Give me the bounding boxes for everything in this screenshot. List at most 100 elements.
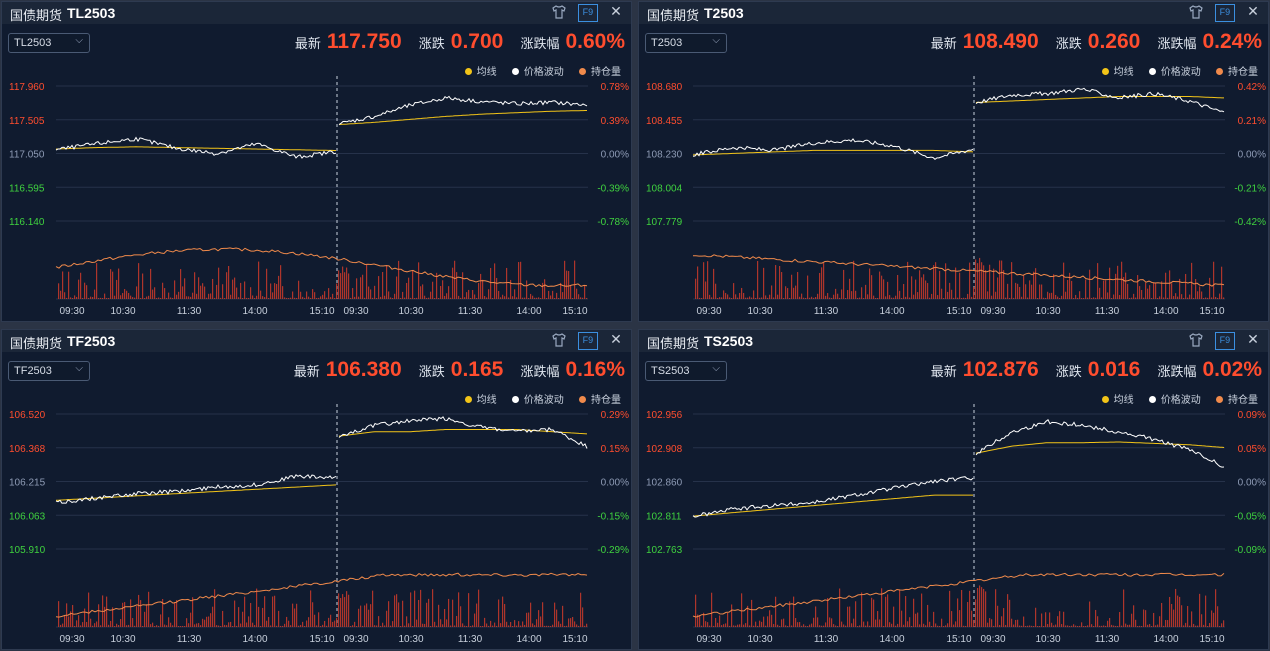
volume-bar	[350, 626, 352, 627]
volume-bar	[142, 625, 144, 627]
x-tick-label: 14:00	[1153, 634, 1178, 645]
volume-bar	[1023, 275, 1025, 299]
f9-icon[interactable]: F9	[577, 332, 598, 350]
volume-bar	[330, 614, 332, 627]
volume-bar	[146, 604, 148, 627]
volume-bar	[793, 287, 795, 299]
volume-bar	[222, 610, 224, 627]
volume-bar	[196, 293, 198, 299]
volume-bar	[258, 261, 260, 299]
f9-icon[interactable]: F9	[1214, 332, 1235, 350]
volume-bar	[807, 625, 809, 627]
intraday-chart[interactable]: 106.520 0.29% 106.368 0.15% 106.215 0.00% 106.…	[2, 404, 631, 649]
volume-bar	[184, 278, 186, 299]
intraday-chart[interactable]: 108.680 0.42% 108.455 0.21% 108.230 0.00% 108.…	[639, 76, 1268, 321]
volume-bar	[578, 625, 580, 627]
shirt-icon[interactable]	[1188, 4, 1204, 20]
shirt-icon[interactable]	[551, 4, 567, 20]
volume-bar	[817, 617, 819, 627]
volume-bar	[280, 625, 282, 627]
volume-bar	[713, 268, 715, 299]
category-label: 国债期货	[647, 9, 700, 24]
legend-label: 价格波动	[1160, 395, 1201, 406]
volume-bar	[819, 625, 821, 627]
volume-bar	[1173, 609, 1175, 627]
volume-bar	[719, 615, 721, 627]
legend-label: 价格波动	[523, 395, 564, 406]
volume-bar	[158, 297, 160, 299]
volume-bar	[925, 625, 927, 627]
f9-icon[interactable]: F9	[1214, 4, 1235, 22]
intraday-chart[interactable]: 117.960 0.78% 117.505 0.39% 117.050 0.00% 116.…	[2, 76, 631, 321]
volume-bar	[1113, 294, 1115, 299]
chart-legend: 均线 价格波动 持仓量	[453, 391, 621, 406]
volume-bar	[76, 620, 78, 627]
volume-bar	[460, 606, 462, 627]
volume-bar	[1169, 270, 1171, 299]
volume-bar	[396, 594, 398, 627]
f9-icon[interactable]: F9	[577, 4, 598, 22]
volume-bar	[582, 297, 584, 299]
volume-bar	[354, 296, 356, 299]
volume-bar	[562, 605, 564, 627]
volume-bar	[1079, 291, 1081, 299]
volume-bar	[901, 297, 903, 299]
volume-bar	[1019, 286, 1021, 299]
volume-bar	[1191, 262, 1193, 299]
x-tick-label: 15:10	[562, 634, 587, 645]
volume-bar	[66, 297, 68, 299]
volume-bar	[823, 625, 825, 627]
volume-bar	[306, 620, 308, 627]
volume-bar	[923, 274, 925, 299]
volume-bar	[841, 289, 843, 299]
change-value: 0.260	[1087, 30, 1141, 53]
legend-label: 持仓量	[591, 67, 621, 78]
volume-bar	[1127, 624, 1129, 627]
volume-bar	[64, 615, 66, 627]
volume-bar	[863, 297, 865, 299]
volume-bar	[985, 591, 987, 627]
volume-bar	[350, 297, 352, 299]
volume-bar	[1053, 274, 1055, 299]
close-icon[interactable]: ✕	[610, 332, 622, 348]
volume-bar	[94, 289, 96, 299]
x-tick-label: 09:30	[696, 634, 721, 645]
volume-bar	[1139, 286, 1141, 299]
volume-bar	[1147, 624, 1149, 627]
volume-bar	[226, 272, 228, 299]
volume-bar	[316, 297, 318, 299]
volume-bar	[278, 275, 280, 299]
symbol-select[interactable]: TL2503 ⌵	[8, 33, 90, 53]
shirt-icon[interactable]	[1188, 332, 1204, 348]
volume-bar	[180, 625, 182, 627]
close-icon[interactable]: ✕	[1247, 4, 1259, 20]
volume-bar	[1213, 261, 1215, 299]
y-tick-price: 108.230	[646, 150, 683, 161]
volume-bar	[837, 625, 839, 627]
volume-bar	[542, 602, 544, 627]
volume-bar	[332, 621, 334, 627]
volume-bar	[1189, 625, 1191, 627]
volume-bar	[236, 625, 238, 627]
y-tick-price: 106.215	[9, 478, 46, 489]
open-interest-line	[55, 572, 588, 618]
volume-bar	[741, 593, 743, 627]
volume-bar	[809, 297, 811, 299]
volume-bar	[538, 610, 540, 627]
volume-bar	[532, 623, 534, 627]
volume-bar	[835, 288, 837, 299]
close-icon[interactable]: ✕	[610, 4, 622, 20]
volume-bar	[510, 279, 512, 299]
symbol-select[interactable]: T2503 ⌵	[645, 33, 727, 53]
shirt-icon[interactable]	[551, 332, 567, 348]
volume-bar	[214, 589, 216, 627]
volume-bar	[853, 260, 855, 299]
symbol-select[interactable]: TF2503 ⌵	[8, 361, 90, 381]
intraday-chart[interactable]: 102.956 0.09% 102.908 0.05% 102.860 0.00% 102.…	[639, 404, 1268, 649]
volume-bar	[62, 271, 64, 299]
volume-bar	[895, 295, 897, 299]
volume-bar	[524, 297, 526, 299]
close-icon[interactable]: ✕	[1247, 332, 1259, 348]
symbol-select[interactable]: TS2503 ⌵	[645, 361, 727, 381]
volume-bar	[546, 625, 548, 627]
